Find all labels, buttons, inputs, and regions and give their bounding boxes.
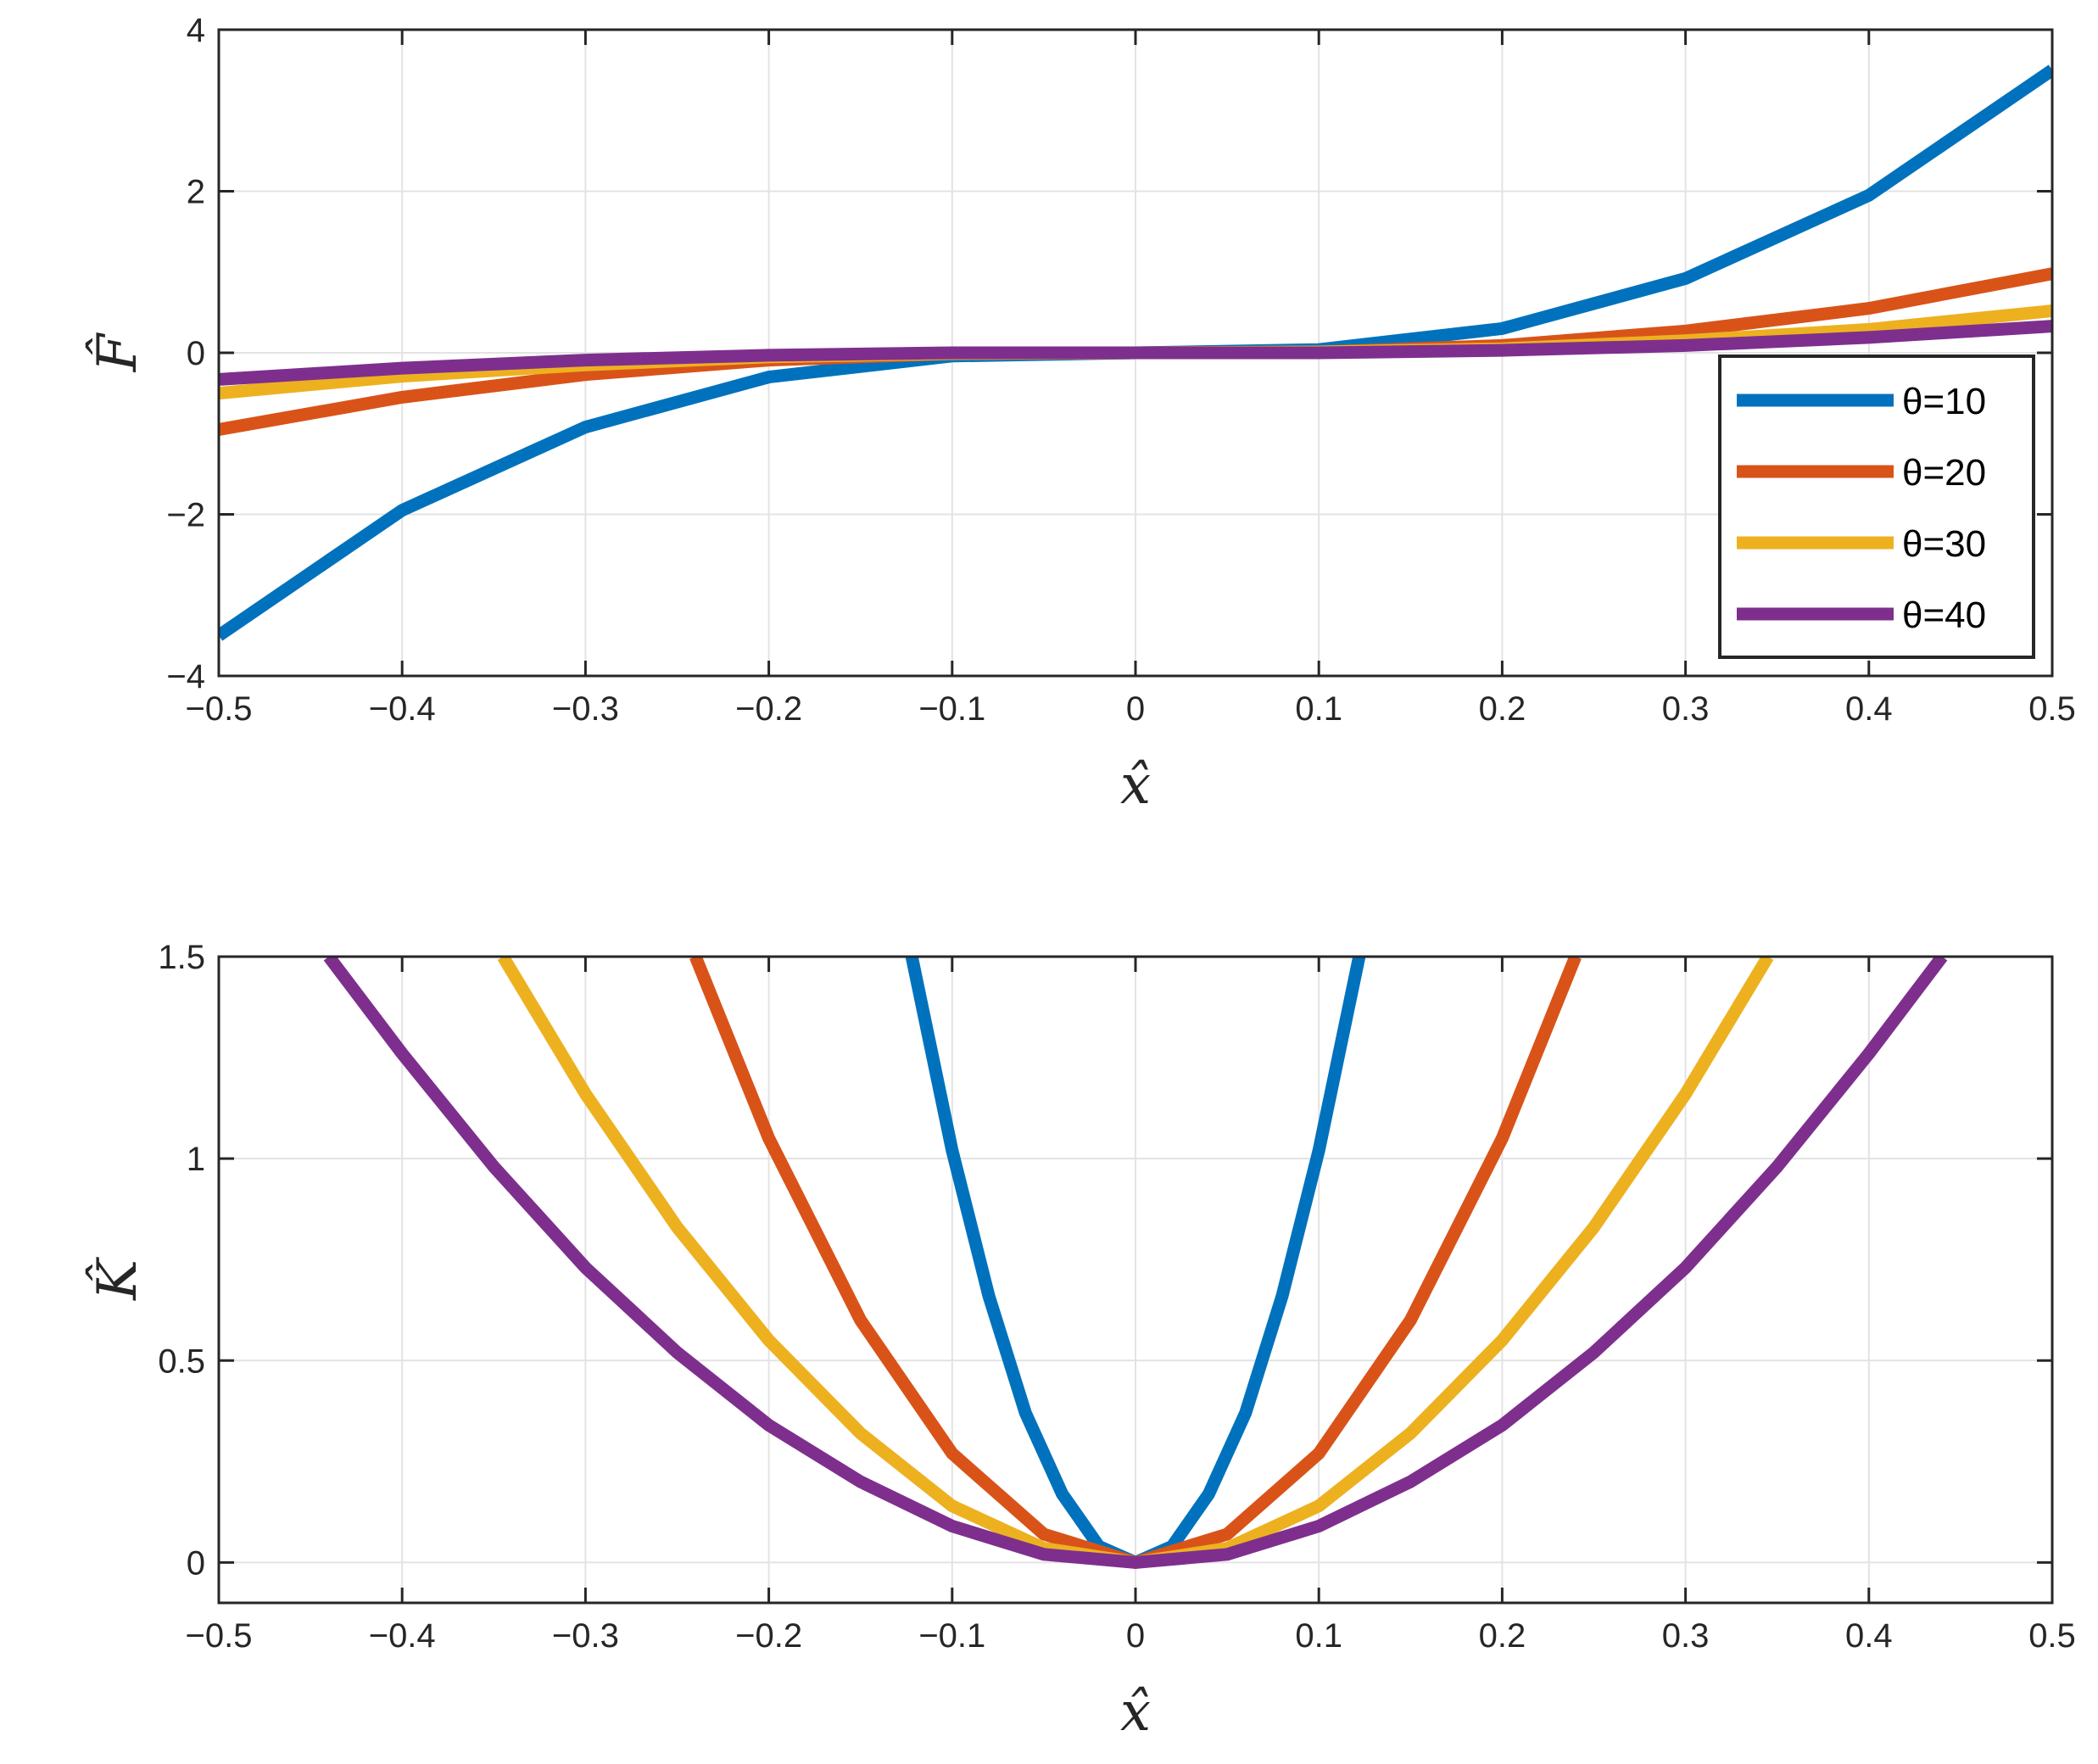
x-tick-label: 0.4	[1845, 690, 1893, 728]
top-panel: −0.5 −0.4 −0.3 −0.2 −0.1 0 0.1 0.2 0.3 0.4 0.5 −4 −2…	[86, 12, 2075, 817]
x-tick-label: −0.2	[735, 690, 802, 728]
x-axis-label: x̂	[1120, 754, 1151, 817]
series-line-theta-40	[323, 957, 1948, 1569]
x-tick-label: −0.1	[918, 1617, 985, 1655]
x-tick-label: 0.5	[2028, 690, 2076, 728]
x-tick-label: −0.4	[369, 690, 436, 728]
y-tick-label: 0	[187, 335, 205, 372]
x-tick-label: −0.4	[369, 1617, 436, 1655]
x-tick-label: −0.3	[552, 1617, 619, 1655]
legend: θ=10 θ=20 θ=30 θ=40	[1718, 354, 2035, 659]
legend-label: θ=30	[1902, 523, 1986, 565]
y-tick-label: 1.5	[158, 939, 205, 976]
y-tick-label: 1	[187, 1141, 205, 1178]
legend-label: θ=40	[1902, 595, 1986, 636]
x-tick-label: −0.3	[552, 690, 619, 728]
x-tick-label: −0.5	[186, 1617, 253, 1655]
y-tick-label: −2	[166, 497, 205, 534]
y-tick-label: −4	[166, 658, 205, 695]
y-axis-label: K̂	[86, 1257, 149, 1301]
x-tick-label: 0	[1126, 1617, 1145, 1655]
series-line-theta-40	[219, 320, 2052, 386]
x-tick-label: 0.4	[1845, 1617, 1893, 1655]
y-axis-label: F̂	[86, 332, 149, 372]
x-tick-label: 0.2	[1479, 690, 1526, 728]
y-tick-label: 2	[187, 174, 205, 211]
x-tick-label: 0.3	[1662, 690, 1710, 728]
x-axis-label: x̂	[1120, 1681, 1151, 1744]
x-tick-label: 0.2	[1479, 1617, 1526, 1655]
y-tick-label: 0	[187, 1544, 205, 1582]
x-tick-label: −0.1	[918, 690, 985, 728]
y-tick-label: 0.5	[158, 1343, 205, 1380]
x-tick-label: 0.5	[2028, 1617, 2076, 1655]
series-group	[323, 957, 1948, 1569]
bottom-panel: −0.5 −0.4 −0.3 −0.2 −0.1 0 0.1 0.2 0.3 0.4 0.5 0 0.5…	[86, 939, 2075, 1744]
x-tick-label: 0	[1126, 690, 1145, 728]
legend-label: θ=10	[1902, 381, 1986, 422]
y-tick-label: 4	[187, 12, 205, 49]
x-tick-label: 0.3	[1662, 1617, 1710, 1655]
x-tick-label: −0.2	[735, 1617, 802, 1655]
series-group	[219, 64, 2052, 641]
x-tick-label: −0.5	[186, 690, 253, 728]
legend-label: θ=20	[1902, 452, 1986, 494]
x-tick-label: 0.1	[1295, 690, 1342, 728]
x-tick-label: 0.1	[1295, 1617, 1342, 1655]
